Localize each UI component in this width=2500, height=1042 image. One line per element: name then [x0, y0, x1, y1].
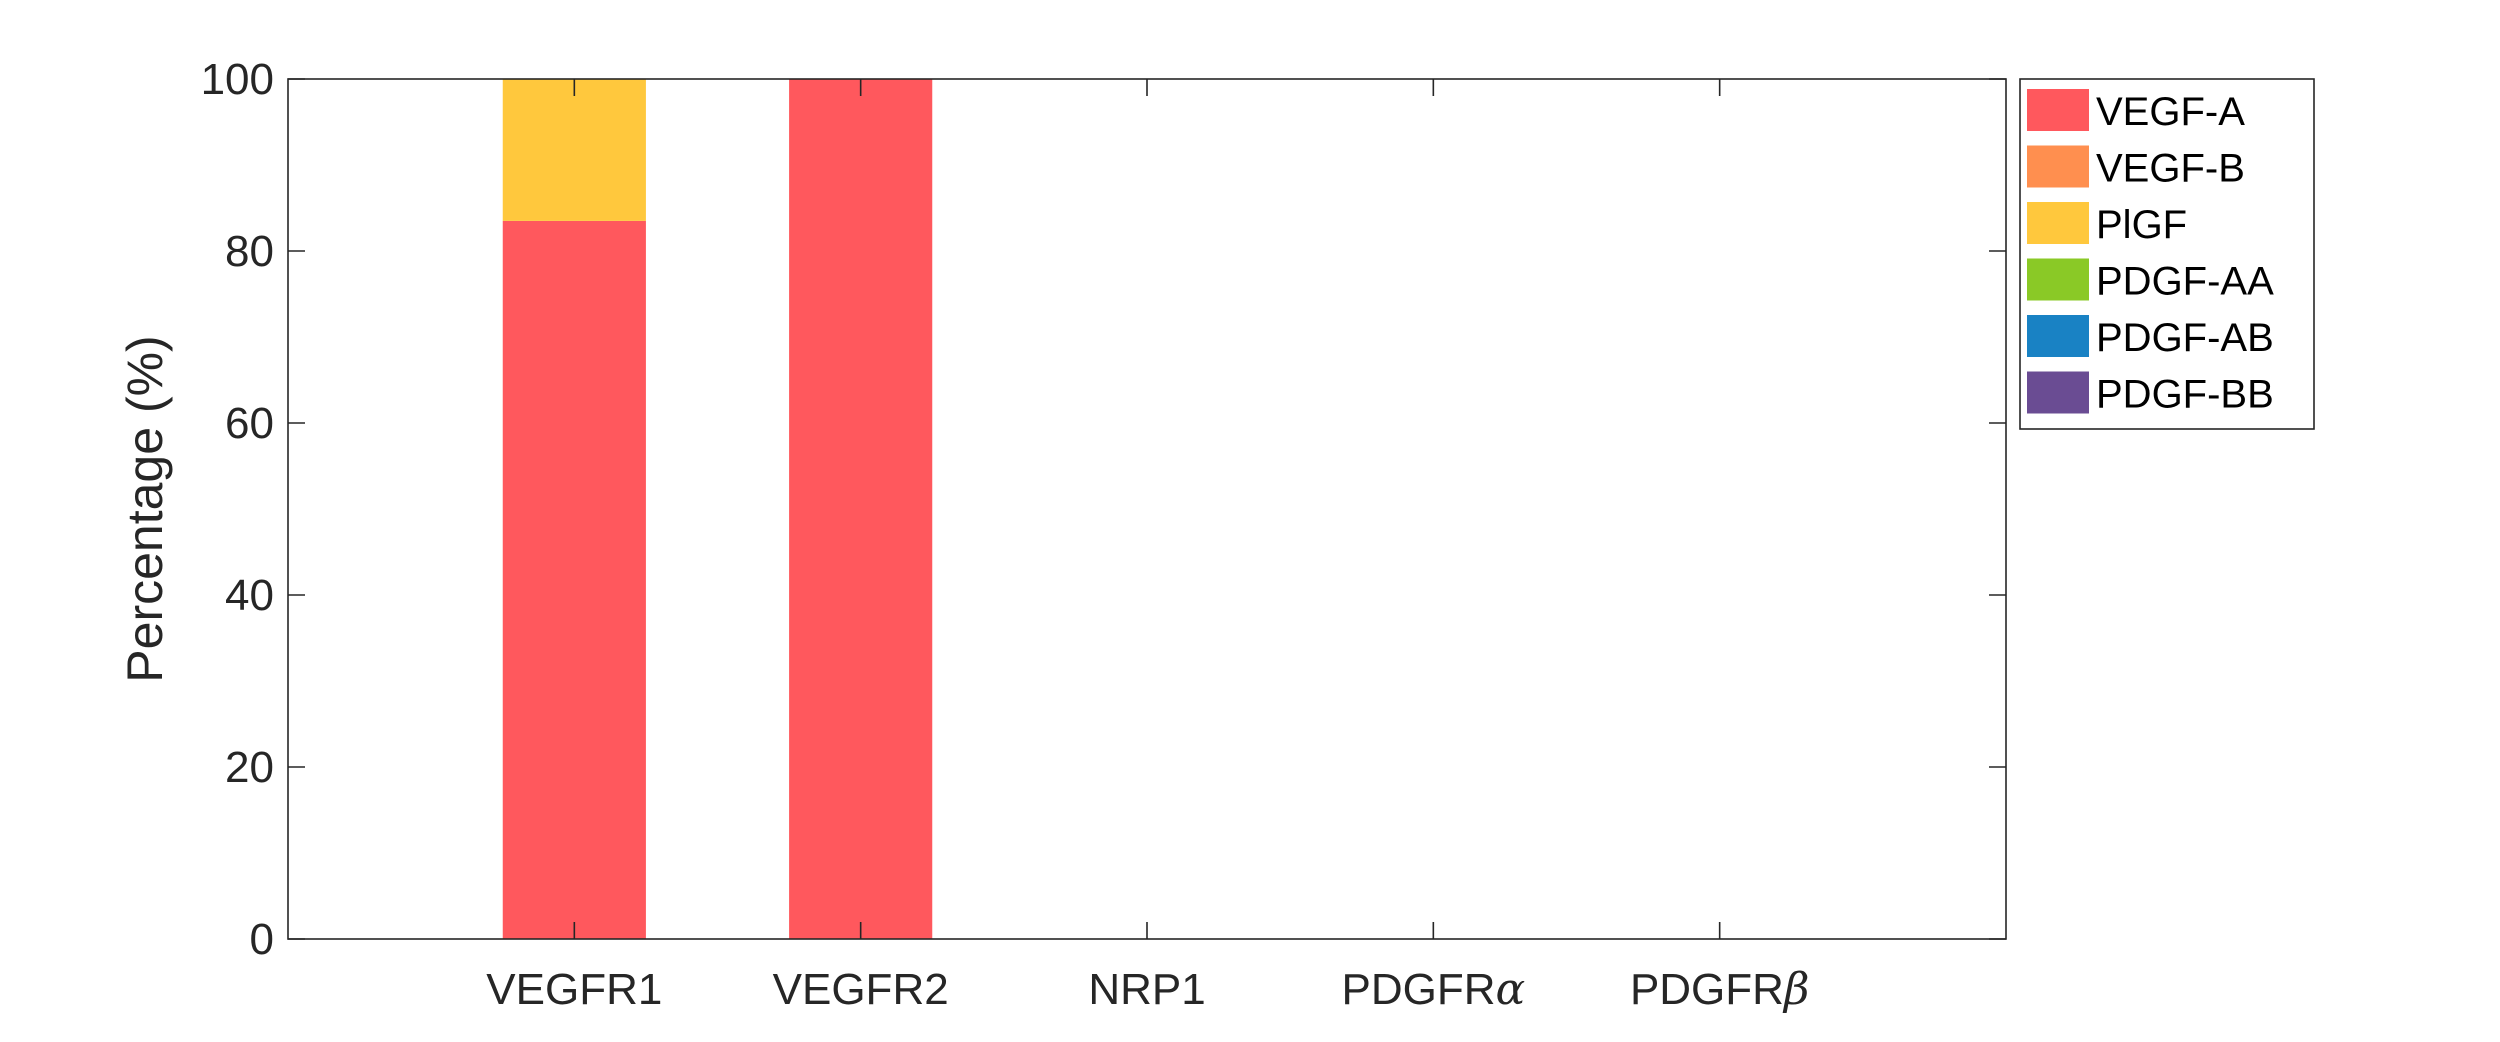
x-tick-label: VEGFR1 — [486, 965, 662, 1014]
y-tick-label: 40 — [225, 571, 274, 620]
legend-label: PDGF-AB — [2096, 316, 2274, 360]
x-tick-label: PDGFRβ — [1630, 964, 1809, 1015]
legend-swatch — [2027, 258, 2089, 301]
legend-label: VEGF-B — [2096, 147, 2245, 191]
bar-vegf-a-2 — [789, 79, 933, 939]
y-tick-labels: 0 20 40 60 80 100 — [201, 55, 274, 964]
bar-plgf-1 — [502, 79, 646, 221]
y-tick-label: 100 — [201, 55, 274, 104]
legend-swatch — [2027, 202, 2089, 244]
legend-box — [2019, 78, 2315, 430]
x-tick-labels: VEGFR1 VEGFR2 NRP1 PDGFRα PDGFRβ — [486, 964, 1809, 1015]
x-tick-label: PDGFRα — [1341, 964, 1525, 1015]
legend-label: PDGF-BB — [2096, 373, 2274, 417]
legend-swatch — [2027, 315, 2089, 357]
y-tick-label: 20 — [225, 743, 274, 792]
legend-label: PlGF — [2096, 203, 2187, 247]
bars — [502, 79, 933, 939]
legend-label: PDGF-AA — [2096, 260, 2274, 304]
y-tick-label: 0 — [250, 915, 274, 964]
legend-label: VEGF-A — [2096, 90, 2245, 134]
y-axis-label: Percentage (%) — [117, 335, 173, 682]
y-tick-label: 80 — [225, 227, 274, 276]
plot-area: 0 20 40 60 80 100 VEGFR1 VEGFR2 NRP1 PDGFRα PDGFR… — [117, 55, 2007, 1015]
legend-swatch — [2027, 145, 2089, 188]
legend: VEGF-A VEGF-B PlGF PDGF-AA PDGF-AB PDGF-BB — [2019, 78, 2315, 430]
x-tick-label: NRP1 — [1088, 965, 1205, 1014]
x-tick-label: VEGFR2 — [773, 965, 949, 1014]
bar-vegf-a-1 — [502, 220, 646, 939]
legend-swatch — [2027, 89, 2089, 131]
legend-swatch — [2027, 371, 2089, 414]
y-tick-label: 60 — [225, 399, 274, 448]
plot-box — [287, 78, 2007, 940]
